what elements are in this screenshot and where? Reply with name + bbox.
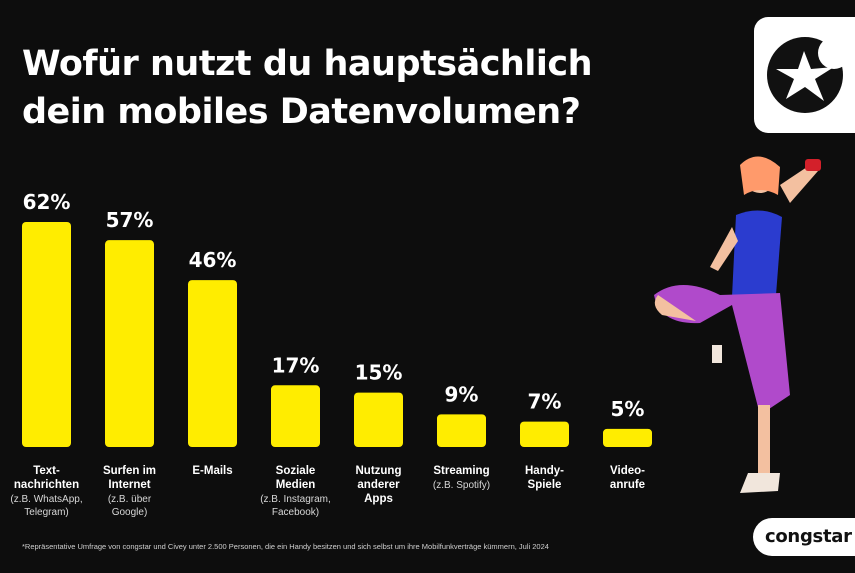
category-sublabel-1-2: Telegram) [24,507,68,518]
bar-8 [603,428,652,447]
category-label-8-1: Video- [610,465,645,477]
category-label-2-2: Internet [108,479,150,491]
value-label-6: 9% [445,382,479,406]
bar-7 [520,421,569,447]
bar-1 [22,222,71,447]
category-sublabel-1-1: (z.B. WhatsApp, [10,494,82,505]
value-label-3: 46% [189,248,237,272]
category-label-8-2: anrufe [610,479,645,491]
person-photo [654,156,821,493]
category-label-3-1: E-Mails [192,465,232,477]
value-label-5: 15% [355,361,403,385]
star-icon [767,37,846,113]
category-label-5-2: anderer [357,479,400,491]
category-label-4-1: Soziale [276,465,316,477]
bar-6 [437,414,486,447]
value-label-1: 62% [23,190,71,214]
category-sublabel-2-1: (z.B. über [108,494,152,505]
category-sublabel-2-2: Google) [112,507,148,518]
bar-3 [188,280,237,447]
category-label-6-1: Streaming [433,465,489,477]
category-sublabel-4-1: (z.B. Instagram, [260,494,331,505]
category-label-4-2: Medien [276,479,316,491]
category-label-7-2: Spiele [528,479,562,491]
bar-2 [105,240,154,447]
category-label-7-1: Handy- [525,465,564,477]
chart-title: Wofür nutzt du hauptsächlich dein mobile… [22,40,662,136]
footnote: *Repräsentative Umfrage von congstar und… [22,542,549,551]
bar-5 [354,392,403,447]
category-label-2-1: Surfen im [103,465,156,477]
title-line-1: Wofür nutzt du hauptsächlich [22,44,593,84]
value-label-8: 5% [611,397,645,421]
bar-4 [271,385,320,447]
category-label-1-2: nachrichten [14,479,79,491]
category-sublabel-6-1: (z.B. Spotify) [433,480,490,491]
category-label-5-3: Apps [364,493,393,505]
category-label-1-1: Text- [33,465,60,477]
brand-logo: congstar [753,518,855,556]
title-line-2: dein mobiles Datenvolumen? [22,92,581,132]
bar-chart: 62% Text-nachrichten (z.B. WhatsApp, Telegr… [10,190,652,518]
value-label-2: 57% [106,208,154,232]
congstar-logo [754,17,855,133]
category-label-5-1: Nutzung [356,465,402,477]
value-label-7: 7% [528,390,562,414]
category-sublabel-4-2: Facebook) [272,507,319,518]
value-label-4: 17% [272,353,320,377]
